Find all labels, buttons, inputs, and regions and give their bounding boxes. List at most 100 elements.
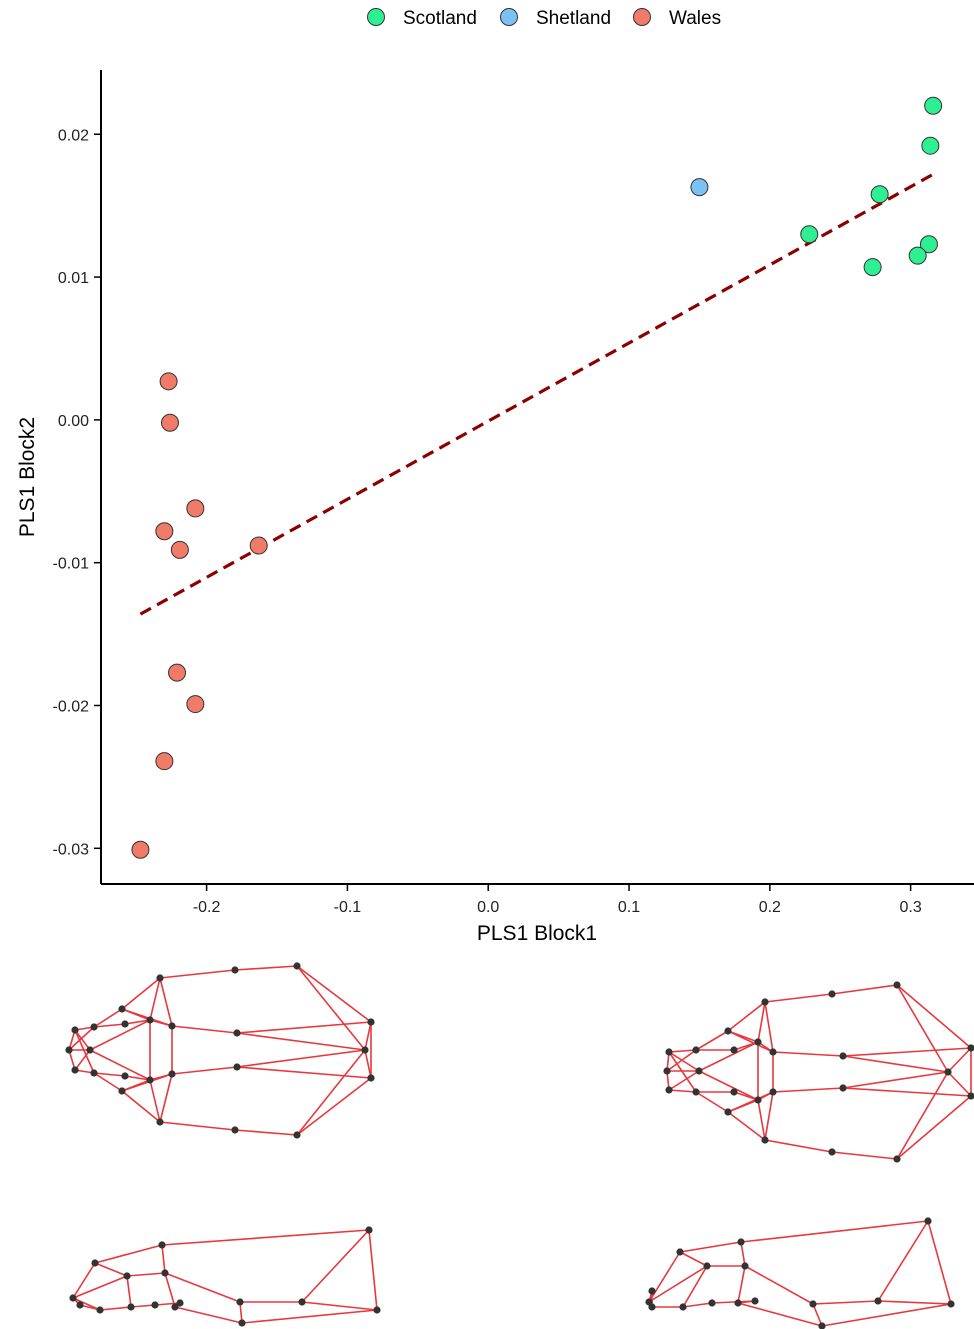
plot-area: -0.2 -0.1 0.0 0.1 0.2 0.3 -0.03 -0.02 -0.01 0.00… [16, 70, 974, 945]
y-tick-label: 0.00 [58, 413, 89, 430]
y-tick-label: -0.03 [53, 841, 90, 858]
landmark-dot [692, 1088, 700, 1096]
x-tick-label: 0.1 [618, 899, 640, 916]
point-scotland [863, 258, 882, 277]
wireframe-edge [757, 1099, 766, 1141]
landmark-dot [730, 1088, 738, 1096]
wireframe-edge [130, 1304, 156, 1308]
wireframe-edge [682, 1265, 708, 1308]
wireframe-edge [296, 1077, 372, 1136]
wireframe-edge [821, 1303, 952, 1327]
wireframe-edge [668, 1049, 697, 1053]
wireframe-edge [74, 1029, 91, 1051]
wireframe-edge [668, 1089, 697, 1093]
landmark-dot [874, 1297, 882, 1305]
wireframe-edge [74, 1049, 91, 1071]
wireframe-edge [164, 1272, 241, 1303]
wireframe-edge [72, 1275, 128, 1299]
landmark-dot [761, 1136, 769, 1144]
wireframe-edge [737, 1265, 746, 1304]
landmark-dot [76, 1301, 84, 1309]
wireframe-edge [126, 1275, 132, 1308]
point-wales [155, 752, 174, 771]
wireframe-edge [161, 1244, 166, 1274]
wireframe-lateral-left [69, 1226, 381, 1327]
landmark-dot [71, 1026, 79, 1034]
wireframe-edge [241, 1309, 378, 1324]
landmark-dot [893, 981, 901, 989]
wireframe-edge [74, 1029, 95, 1074]
wireframe-edge [93, 1008, 123, 1028]
point-scotland [908, 246, 927, 265]
landmark-dot [233, 1029, 241, 1037]
landmark-dot [176, 1299, 184, 1307]
wireframe-edge [161, 1229, 370, 1246]
landmark-dot [127, 1303, 135, 1311]
y-tick-label: -0.02 [53, 698, 90, 715]
point-wales [131, 840, 150, 859]
landmark-dot [947, 1300, 955, 1308]
point-wales [160, 413, 179, 432]
point-scotland [921, 136, 940, 155]
landmark-dot [839, 1084, 847, 1092]
landmark-dot [69, 1294, 77, 1302]
landmark-dot [828, 990, 836, 998]
wireframe-edge [93, 1072, 126, 1077]
landmark-dot [161, 1269, 169, 1277]
point-scotland [924, 96, 943, 115]
wireframe-edge [236, 1021, 372, 1034]
landmark-dot [96, 1306, 104, 1314]
legend-key-scotland [367, 8, 385, 26]
wireframe-edge [831, 984, 898, 995]
wireframe-edge [648, 1251, 681, 1303]
landmark-dot [769, 1088, 777, 1096]
landmark-dot [298, 1298, 306, 1306]
y-ticks: -0.03 -0.02 -0.01 0.00 0.01 0.02 [53, 127, 101, 858]
wireframe-edge [149, 1079, 161, 1123]
landmark-dot [734, 1299, 742, 1307]
wireframe-edge [121, 1073, 173, 1092]
wireframe-edge [296, 965, 366, 1051]
x-tick-label: 0.2 [759, 899, 781, 916]
wireframe-edge [89, 1049, 151, 1081]
landmark-dot [231, 966, 239, 974]
wireframe-edge [896, 1071, 949, 1160]
wireframe-edge [171, 1066, 238, 1075]
wireframe-edge [72, 1262, 96, 1299]
wireframe-edge [159, 969, 236, 979]
point-wales [159, 372, 178, 391]
points-layer [131, 96, 943, 859]
landmark-dot [751, 1297, 759, 1305]
wireframe-edge [159, 1121, 236, 1131]
y-tick-label: -0.01 [53, 556, 90, 573]
wireframe-edge [668, 1051, 697, 1093]
wireframe-edge [698, 1041, 759, 1072]
wireframe-lateral-right [645, 1217, 955, 1329]
wireframe-edge [121, 977, 161, 1010]
wireframe-edge [121, 1008, 173, 1027]
wireframe-edge [744, 1265, 814, 1305]
landmark-dot [724, 1027, 732, 1035]
wireframe-edge [171, 1025, 238, 1034]
wireframe-edge [698, 1070, 759, 1101]
wireframe-edge [842, 1047, 972, 1057]
point-scotland [800, 225, 819, 244]
wireframe-edge [772, 1051, 844, 1057]
landmark-dot [648, 1287, 656, 1295]
wireframe-edge [234, 1129, 298, 1136]
wireframe-edge [89, 1019, 151, 1051]
landmark-dot [123, 1272, 131, 1280]
landmark-dot [91, 1259, 99, 1267]
landmark-dot [708, 1299, 716, 1307]
landmark-dot [761, 998, 769, 1006]
wireframe-dorsal-right [663, 981, 974, 1163]
landmark-dot [679, 1303, 687, 1311]
landmark-dot [754, 1038, 762, 1046]
wireframe-edge [695, 1091, 729, 1113]
wireframe-edge [301, 1301, 378, 1311]
wireframe-edge [94, 1262, 128, 1277]
wireframe-edge [236, 1032, 366, 1051]
wireframe-edge [812, 1300, 879, 1305]
wireframe-edge [68, 1026, 95, 1051]
